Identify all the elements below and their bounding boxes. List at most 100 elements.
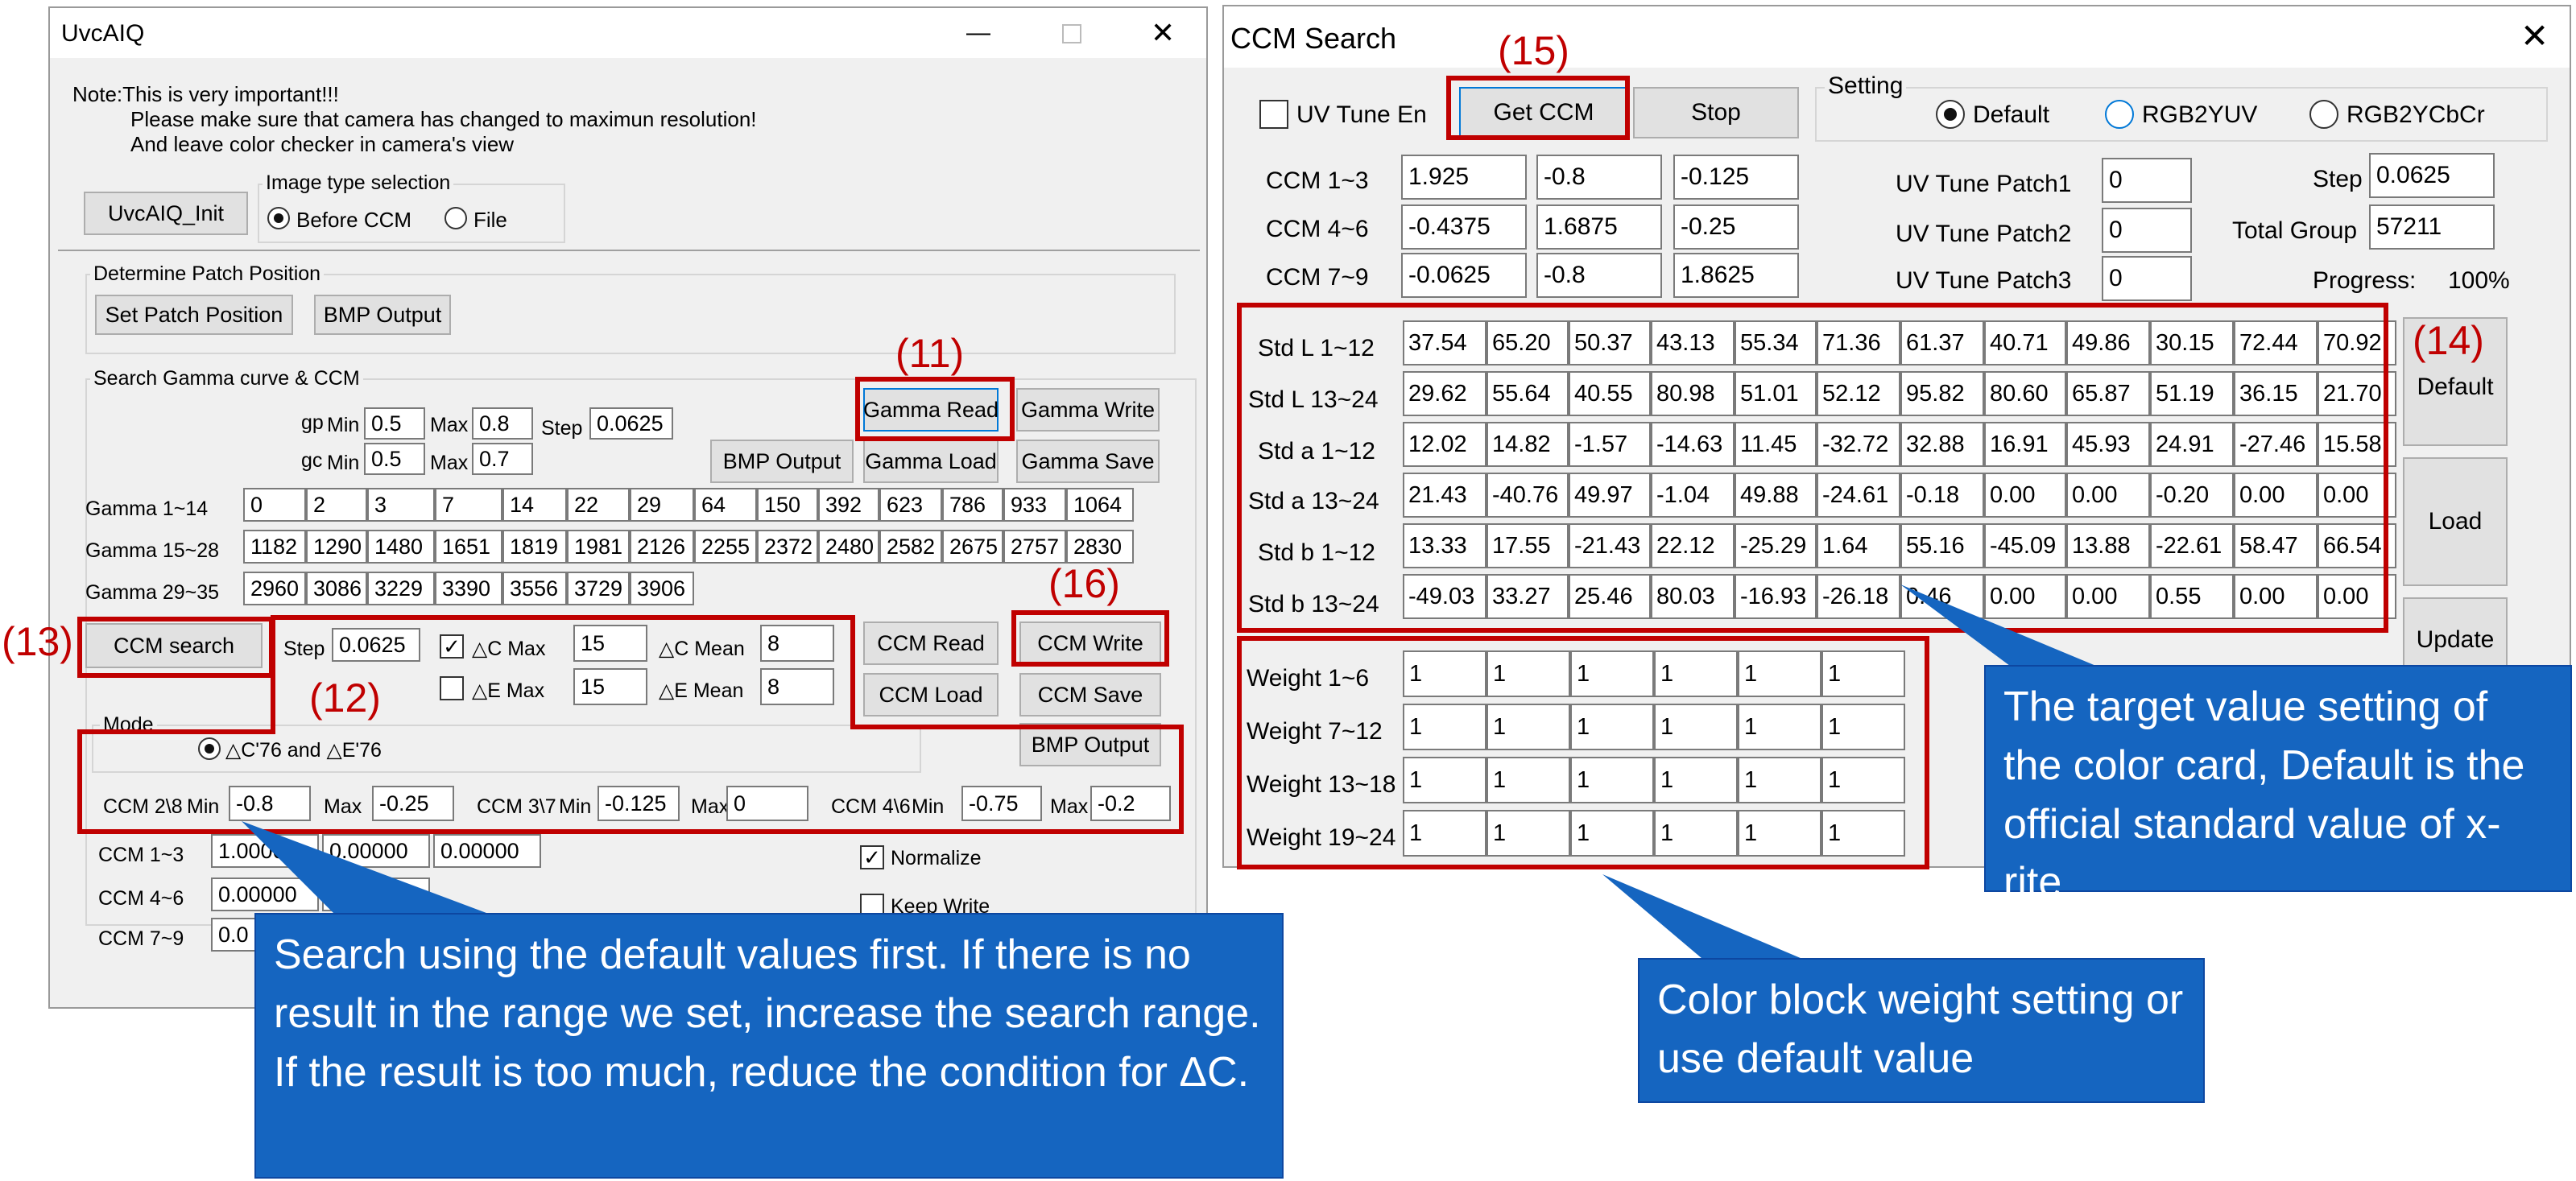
ccm-cell[interactable]: -0.125 — [1673, 155, 1799, 200]
std-cell[interactable]: 0.00 — [2318, 574, 2396, 619]
gamma-cell[interactable]: 2372 — [757, 530, 818, 564]
uv-patch-field[interactable]: 0 — [2102, 256, 2192, 301]
ccm-cell[interactable]: -0.25 — [1673, 204, 1799, 250]
minimize-icon[interactable]: — — [966, 19, 990, 46]
std-cell[interactable]: -26.18 — [1817, 574, 1900, 619]
weight-cell[interactable]: 1 — [1821, 757, 1905, 803]
ccm37-min-field[interactable]: -0.125 — [597, 786, 680, 821]
std-cell[interactable]: 17.55 — [1486, 523, 1569, 568]
std-cell[interactable]: 61.37 — [1900, 320, 1984, 365]
std-cell[interactable]: 58.47 — [2234, 523, 2318, 568]
weight-cell[interactable]: 1 — [1570, 810, 1654, 857]
weight-cell[interactable]: 1 — [1821, 810, 1905, 857]
std-cell[interactable]: 49.88 — [1735, 473, 1817, 518]
std-cell[interactable]: -25.29 — [1735, 523, 1817, 568]
weight-cell[interactable]: 1 — [1403, 650, 1486, 697]
std-cell[interactable]: -16.93 — [1735, 574, 1817, 619]
std-cell[interactable]: 0.00 — [2234, 473, 2318, 518]
ccm-search-button[interactable]: CCM search — [85, 623, 263, 668]
gc-min-field[interactable]: 0.5 — [364, 443, 425, 475]
weight-cell[interactable]: 1 — [1570, 704, 1654, 750]
std-cell[interactable]: -0.20 — [2150, 473, 2234, 518]
std-cell[interactable]: -49.03 — [1403, 574, 1486, 619]
gamma-cell[interactable]: 1819 — [502, 530, 567, 564]
weight-cell[interactable]: 1 — [1570, 650, 1654, 697]
weight-cell[interactable]: 1 — [1654, 757, 1738, 803]
weight-cell[interactable]: 1 — [1403, 757, 1486, 803]
std-cell[interactable]: 80.60 — [1984, 371, 2066, 416]
load-button[interactable]: Load — [2403, 457, 2508, 586]
gamma-cell[interactable]: 3390 — [435, 572, 502, 605]
std-cell[interactable]: 40.71 — [1984, 320, 2066, 365]
gamma-cell[interactable]: 7 — [435, 488, 502, 522]
std-cell[interactable]: 95.82 — [1900, 371, 1984, 416]
std-cell[interactable]: 0.00 — [2066, 574, 2150, 619]
gamma-cell[interactable]: 2480 — [818, 530, 879, 564]
gamma-cell[interactable]: 1290 — [306, 530, 367, 564]
std-cell[interactable]: -27.46 — [2234, 422, 2318, 467]
gamma-cell[interactable]: 14 — [502, 488, 567, 522]
bmp-output-button-2[interactable]: BMP Output — [710, 440, 854, 483]
std-cell[interactable]: 0.00 — [2318, 473, 2396, 518]
std-cell[interactable]: -32.72 — [1817, 422, 1900, 467]
ccm-cell[interactable]: -0.8 — [1536, 253, 1662, 298]
gamma-cell[interactable]: 392 — [818, 488, 879, 522]
std-cell[interactable]: 24.91 — [2150, 422, 2234, 467]
rgb2yuv-radio[interactable] — [2105, 100, 2134, 129]
gamma-cell[interactable]: 2582 — [879, 530, 942, 564]
weight-cell[interactable]: 1 — [1654, 810, 1738, 857]
ccm46-max-field[interactable]: -0.2 — [1090, 786, 1171, 821]
weight-cell[interactable]: 1 — [1738, 757, 1821, 803]
std-cell[interactable]: 21.43 — [1403, 473, 1486, 518]
ccm-cell[interactable]: 0.00000 — [211, 877, 319, 911]
std-cell[interactable]: 43.13 — [1651, 320, 1735, 365]
gamma-cell[interactable]: 3906 — [630, 572, 694, 605]
ccm-read-button[interactable]: CCM Read — [863, 621, 999, 665]
close-icon[interactable]: ✕ — [1151, 16, 1176, 49]
std-cell[interactable]: -45.09 — [1984, 523, 2066, 568]
ccm-write-button[interactable]: CCM Write — [1019, 621, 1161, 665]
std-cell[interactable]: 0.00 — [1984, 473, 2066, 518]
std-cell[interactable]: 0.00 — [1984, 574, 2066, 619]
gp-min-field[interactable]: 0.5 — [364, 407, 425, 440]
gamma-write-button[interactable]: Gamma Write — [1016, 388, 1160, 432]
gamma-read-button[interactable]: Gamma Read — [863, 388, 999, 432]
gamma-cell[interactable]: 933 — [1003, 488, 1066, 522]
gamma-cell[interactable]: 150 — [757, 488, 818, 522]
weight-cell[interactable]: 1 — [1570, 757, 1654, 803]
de-mean-field[interactable]: 8 — [760, 668, 834, 705]
std-cell[interactable]: 50.37 — [1569, 320, 1651, 365]
weight-cell[interactable]: 1 — [1654, 704, 1738, 750]
ccm37-max-field[interactable]: 0 — [726, 786, 808, 821]
gamma-cell[interactable]: 3229 — [367, 572, 435, 605]
std-cell[interactable]: -40.76 — [1486, 473, 1569, 518]
gamma-cell[interactable]: 29 — [630, 488, 694, 522]
gamma-cell[interactable]: 0 — [243, 488, 306, 522]
std-cell[interactable]: 1.64 — [1817, 523, 1900, 568]
std-cell[interactable]: 16.91 — [1984, 422, 2066, 467]
default-radio[interactable] — [1936, 100, 1965, 129]
gamma-cell[interactable]: 64 — [694, 488, 757, 522]
std-cell[interactable]: -0.18 — [1900, 473, 1984, 518]
normalize-checkbox[interactable]: ✓ — [860, 845, 884, 869]
weight-cell[interactable]: 1 — [1821, 650, 1905, 697]
ccm-load-button[interactable]: CCM Load — [863, 673, 999, 716]
gamma-cell[interactable]: 3 — [367, 488, 435, 522]
gamma-cell[interactable]: 1981 — [567, 530, 630, 564]
std-cell[interactable]: 30.15 — [2150, 320, 2234, 365]
de-max-field[interactable]: 15 — [573, 668, 647, 705]
gc-max-field[interactable]: 0.7 — [472, 443, 533, 475]
std-cell[interactable]: 80.03 — [1651, 574, 1735, 619]
std-cell[interactable]: 29.62 — [1403, 371, 1486, 416]
std-cell[interactable]: 55.16 — [1900, 523, 1984, 568]
std-cell[interactable]: 51.19 — [2150, 371, 2234, 416]
gp-step-field[interactable]: 0.0625 — [589, 407, 673, 440]
gamma-cell[interactable]: 623 — [879, 488, 942, 522]
step-field[interactable]: 0.0625 — [2369, 153, 2495, 198]
gamma-cell[interactable]: 1064 — [1066, 488, 1134, 522]
weight-cell[interactable]: 1 — [1486, 650, 1570, 697]
ccm28-min-field[interactable]: -0.8 — [229, 786, 311, 821]
gamma-cell[interactable]: 786 — [942, 488, 1003, 522]
dc-max-checkbox[interactable]: ✓ — [440, 634, 464, 659]
std-cell[interactable]: 49.86 — [2066, 320, 2150, 365]
